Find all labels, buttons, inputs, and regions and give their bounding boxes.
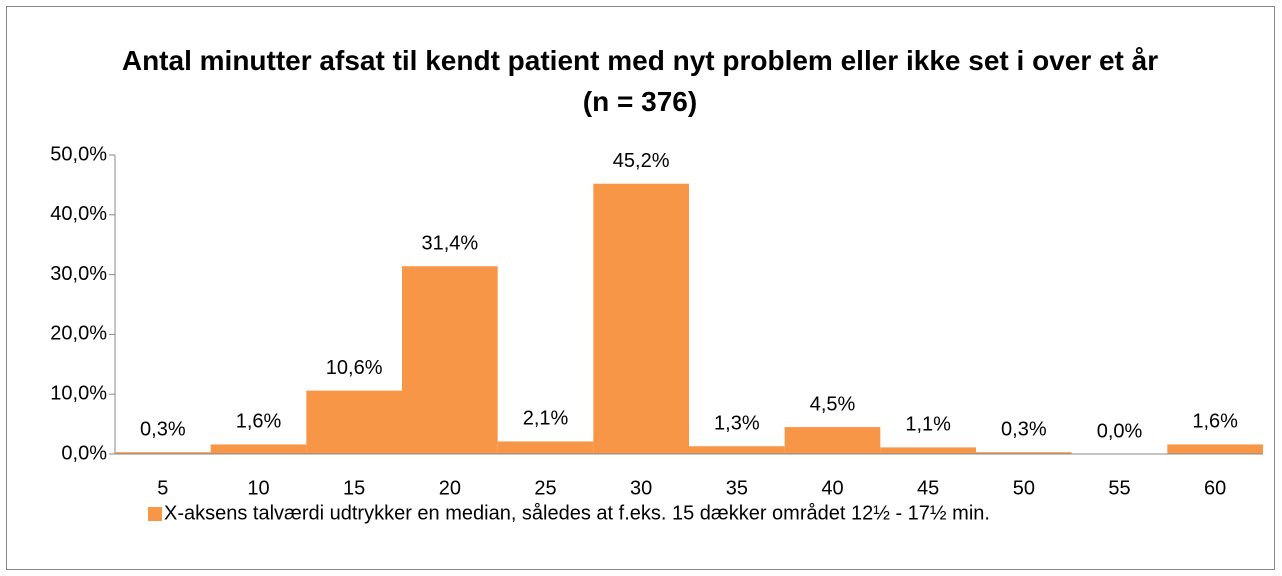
y-tick-label: 0,0% <box>61 442 107 464</box>
x-tick-label: 30 <box>630 477 652 499</box>
legend-label: X-aksens talværdi udtrykker en median, s… <box>164 502 990 524</box>
bar <box>880 447 976 454</box>
y-tick-label: 10,0% <box>50 382 107 404</box>
data-label: 1,3% <box>714 413 760 435</box>
data-label: 2,1% <box>523 408 569 430</box>
x-tick-label: 25 <box>534 477 556 499</box>
x-tick-label: 10 <box>247 477 269 499</box>
y-tick-label: 50,0% <box>50 143 107 165</box>
data-label: 31,4% <box>421 233 478 255</box>
data-label: 4,5% <box>810 393 856 415</box>
data-label: 45,2% <box>613 150 670 172</box>
bar <box>784 427 881 454</box>
data-label: 0,0% <box>1097 420 1143 442</box>
bar <box>976 452 1072 454</box>
data-label: 10,6% <box>326 357 383 379</box>
x-tick-label: 5 <box>157 477 168 499</box>
bar <box>497 441 594 454</box>
bar <box>115 452 211 454</box>
bar <box>210 444 307 454</box>
bar <box>306 390 402 454</box>
legend-swatch <box>148 507 162 521</box>
data-label: 0,3% <box>140 418 186 440</box>
x-tick-label: 45 <box>917 477 939 499</box>
data-label: 1,1% <box>905 414 951 436</box>
bar <box>689 446 785 454</box>
data-label: 1,6% <box>1192 411 1238 433</box>
x-tick-label: 55 <box>1108 477 1130 499</box>
y-tick-label: 20,0% <box>50 323 107 345</box>
y-tick-label: 40,0% <box>50 203 107 225</box>
x-tick-label: 50 <box>1013 477 1035 499</box>
chart-title: Antal minutter afsat til kendt patient m… <box>121 45 1159 117</box>
data-label: 0,3% <box>1001 418 1047 440</box>
data-label: 1,6% <box>236 411 282 433</box>
x-tick-label: 15 <box>343 477 365 499</box>
x-tick-label: 40 <box>821 477 843 499</box>
x-tick-label: 20 <box>439 477 461 499</box>
bar <box>593 183 689 455</box>
x-tick-label: 35 <box>726 477 748 499</box>
bar <box>1167 444 1263 454</box>
x-tick-label: 60 <box>1204 477 1226 499</box>
y-tick-label: 30,0% <box>50 263 107 285</box>
bar <box>402 266 498 454</box>
